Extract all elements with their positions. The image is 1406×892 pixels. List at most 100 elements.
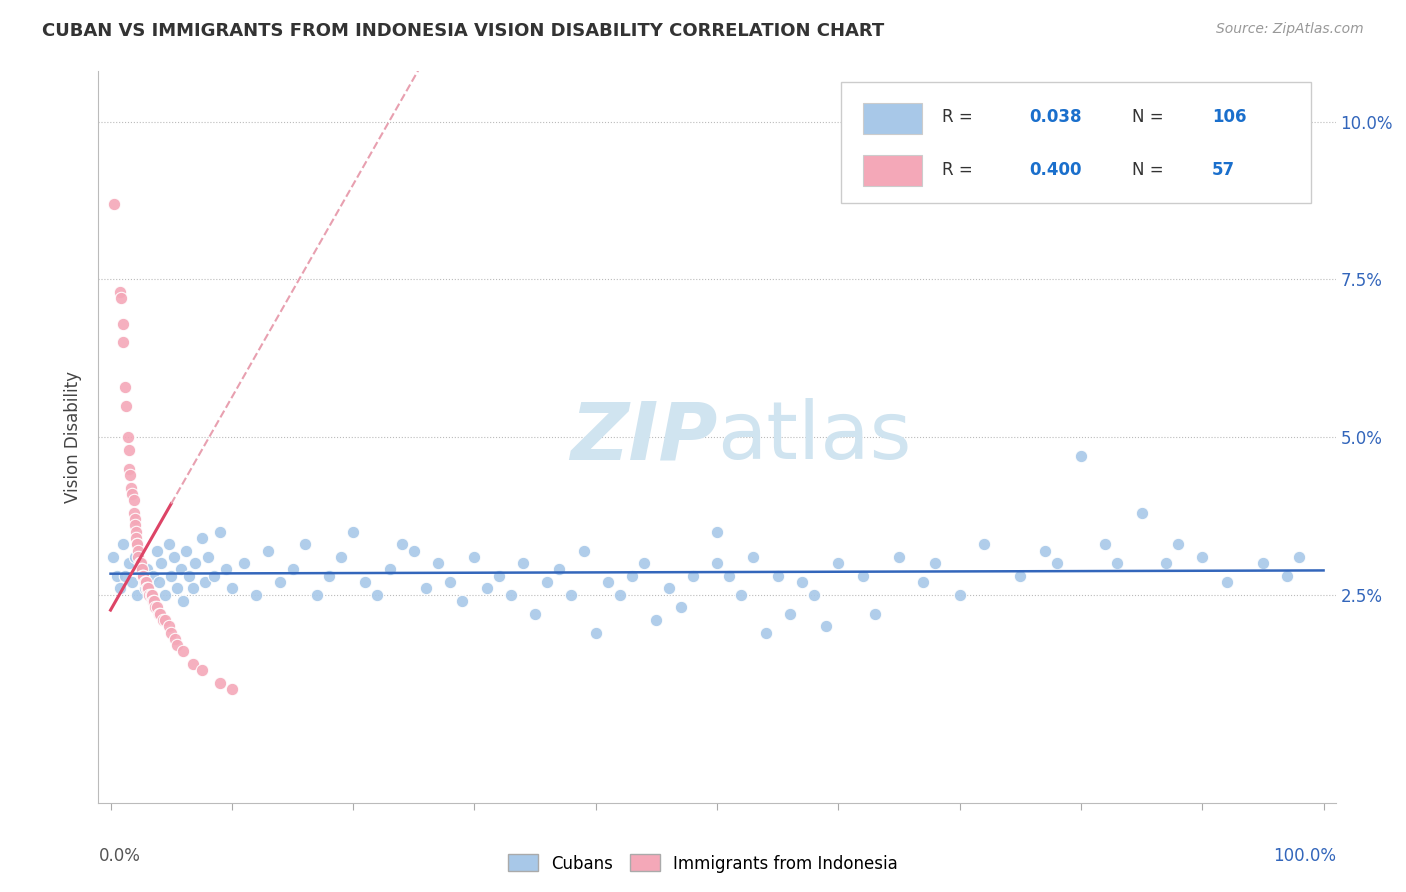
Point <box>131 569 153 583</box>
Text: ZIP: ZIP <box>569 398 717 476</box>
Point <box>142 569 165 583</box>
Point <box>391 537 413 551</box>
Point <box>129 556 152 570</box>
Text: 0.400: 0.400 <box>1029 161 1081 179</box>
Point <box>488 569 510 583</box>
Point <box>827 556 849 570</box>
Point <box>1094 537 1116 551</box>
Point <box>160 569 183 583</box>
Point <box>585 625 607 640</box>
Point <box>621 569 644 583</box>
Point <box>1033 543 1056 558</box>
Point <box>427 556 450 570</box>
Point <box>138 588 160 602</box>
Point <box>342 524 364 539</box>
Point <box>221 582 243 596</box>
Point <box>197 549 219 564</box>
Point <box>245 588 267 602</box>
Point <box>1275 569 1298 583</box>
Point <box>215 562 238 576</box>
Text: 0.038: 0.038 <box>1029 109 1081 127</box>
Point <box>127 549 149 564</box>
Point <box>127 537 149 551</box>
Bar <box>863 155 922 186</box>
Point <box>790 575 813 590</box>
Point <box>131 562 153 576</box>
Point <box>103 196 125 211</box>
Point <box>142 594 165 608</box>
Point <box>110 285 132 299</box>
Point <box>157 619 180 633</box>
Text: CUBAN VS IMMIGRANTS FROM INDONESIA VISION DISABILITY CORRELATION CHART: CUBAN VS IMMIGRANTS FROM INDONESIA VISIO… <box>42 22 884 40</box>
Point <box>451 594 474 608</box>
Point <box>179 569 201 583</box>
Point <box>657 582 679 596</box>
Point <box>115 399 138 413</box>
Point <box>134 575 156 590</box>
Point <box>122 506 145 520</box>
Point <box>499 588 522 602</box>
Point <box>136 582 159 596</box>
Point <box>924 556 946 570</box>
Point <box>1107 556 1129 570</box>
Point <box>1251 556 1274 570</box>
Point <box>973 537 995 551</box>
Point <box>134 575 156 590</box>
Point <box>160 625 183 640</box>
Point <box>887 549 910 564</box>
Text: Source: ZipAtlas.com: Source: ZipAtlas.com <box>1216 22 1364 37</box>
Point <box>1167 537 1189 551</box>
Text: R =: R = <box>942 161 979 179</box>
Point <box>181 582 204 596</box>
Point <box>124 512 146 526</box>
Point <box>415 582 437 596</box>
Point <box>136 582 159 596</box>
Point <box>148 575 170 590</box>
Point <box>124 518 146 533</box>
Point <box>117 430 139 444</box>
Point <box>148 607 170 621</box>
Point <box>1154 556 1177 570</box>
FancyBboxPatch shape <box>841 82 1310 203</box>
Point <box>706 524 728 539</box>
Point <box>633 556 655 570</box>
Point <box>294 537 316 551</box>
Point <box>139 588 162 602</box>
Point <box>162 549 184 564</box>
Point <box>110 582 132 596</box>
Point <box>463 549 485 564</box>
Point <box>1191 549 1213 564</box>
Point <box>208 524 231 539</box>
Point <box>378 562 401 576</box>
Point <box>153 613 176 627</box>
Point <box>682 569 704 583</box>
Point <box>645 613 668 627</box>
Point <box>475 582 498 596</box>
Point <box>1130 506 1153 520</box>
Point <box>1288 549 1310 564</box>
Point <box>269 575 291 590</box>
Point <box>125 524 148 539</box>
Text: R =: R = <box>942 109 979 127</box>
Point <box>101 549 124 564</box>
Point <box>111 335 134 350</box>
Point <box>572 543 595 558</box>
Point <box>318 569 340 583</box>
Point <box>354 575 377 590</box>
Point <box>121 575 143 590</box>
Point <box>536 575 558 590</box>
Point <box>166 582 188 596</box>
Point <box>129 562 152 576</box>
Point <box>114 379 136 393</box>
Point <box>202 569 225 583</box>
Point <box>803 588 825 602</box>
Point <box>949 588 972 602</box>
Point <box>669 600 692 615</box>
Point <box>129 556 152 570</box>
Point <box>124 549 146 564</box>
Point <box>143 594 166 608</box>
Point <box>208 676 231 690</box>
Point <box>281 562 304 576</box>
Point <box>257 543 280 558</box>
Point <box>548 562 571 576</box>
